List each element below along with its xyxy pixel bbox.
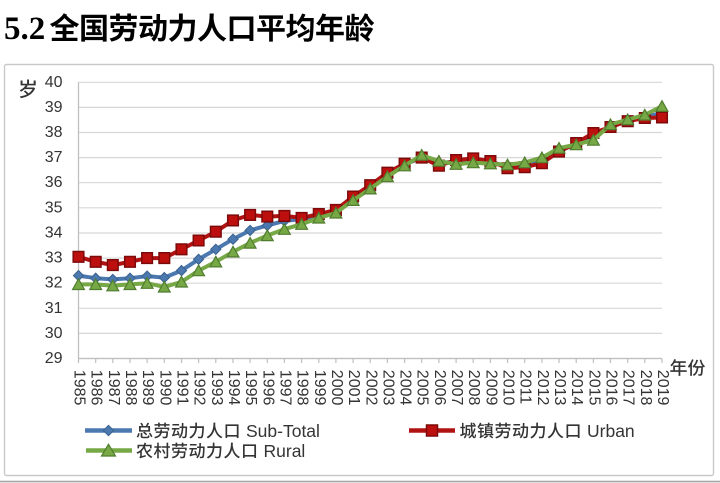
svg-text:31: 31 — [45, 300, 63, 317]
svg-text:1985: 1985 — [71, 370, 88, 406]
svg-text:2004: 2004 — [397, 370, 414, 406]
svg-text:1992: 1992 — [191, 370, 208, 406]
svg-text:2000: 2000 — [328, 370, 345, 406]
svg-text:34: 34 — [45, 225, 63, 242]
svg-text:1997: 1997 — [276, 370, 293, 406]
svg-text:5.2: 5.2 — [4, 11, 45, 47]
svg-text:1993: 1993 — [208, 370, 225, 406]
svg-text:29: 29 — [45, 350, 63, 367]
svg-text:1991: 1991 — [174, 370, 191, 406]
svg-text:37: 37 — [45, 149, 63, 166]
svg-text:1996: 1996 — [259, 370, 276, 406]
svg-text:Urban: Urban — [587, 421, 635, 441]
svg-text:1989: 1989 — [139, 370, 156, 406]
svg-text:1995: 1995 — [242, 370, 259, 406]
svg-text:2018: 2018 — [637, 370, 654, 406]
svg-text:1986: 1986 — [88, 370, 105, 406]
svg-text:2013: 2013 — [551, 370, 568, 406]
svg-text:Sub-Total: Sub-Total — [246, 421, 320, 441]
svg-text:1994: 1994 — [225, 370, 242, 406]
svg-text:2008: 2008 — [465, 370, 482, 406]
svg-text:2017: 2017 — [620, 370, 637, 406]
svg-text:2016: 2016 — [603, 370, 620, 406]
svg-text:2010: 2010 — [500, 370, 517, 406]
svg-text:1998: 1998 — [294, 370, 311, 406]
svg-text:33: 33 — [45, 250, 63, 267]
svg-text:2007: 2007 — [448, 370, 465, 406]
svg-text:2015: 2015 — [585, 370, 602, 406]
svg-text:2009: 2009 — [482, 370, 499, 406]
svg-text:36: 36 — [45, 174, 63, 191]
svg-text:38: 38 — [45, 124, 63, 141]
svg-text:1999: 1999 — [311, 370, 328, 406]
svg-text:40: 40 — [45, 74, 63, 91]
svg-text:2003: 2003 — [379, 370, 396, 406]
svg-text:2014: 2014 — [568, 370, 585, 406]
svg-text:30: 30 — [45, 325, 63, 342]
svg-text:2012: 2012 — [534, 370, 551, 406]
svg-text:1988: 1988 — [122, 370, 139, 406]
svg-text:2006: 2006 — [431, 370, 448, 406]
svg-text:35: 35 — [45, 199, 63, 216]
svg-text:2001: 2001 — [345, 370, 362, 406]
svg-text:1987: 1987 — [105, 370, 122, 406]
svg-text:2002: 2002 — [362, 370, 379, 406]
svg-text:Rural: Rural — [264, 441, 306, 461]
svg-text:2011: 2011 — [517, 370, 534, 405]
svg-text:1990: 1990 — [156, 370, 173, 406]
svg-text:2019: 2019 — [654, 370, 671, 406]
svg-text:32: 32 — [45, 275, 63, 292]
svg-text:2005: 2005 — [414, 370, 431, 406]
svg-text:39: 39 — [45, 99, 63, 116]
